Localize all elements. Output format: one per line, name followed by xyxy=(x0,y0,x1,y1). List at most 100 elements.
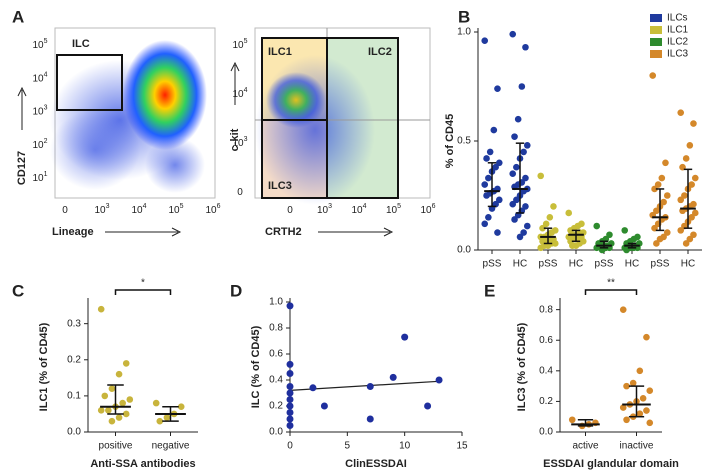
x-axis-label: ClinESSDAI xyxy=(345,458,407,470)
data-point xyxy=(651,185,658,193)
data-point xyxy=(119,399,126,407)
data-point xyxy=(286,396,294,403)
data-point xyxy=(663,192,671,199)
data-point xyxy=(523,222,531,230)
data-point xyxy=(677,227,685,234)
x-tick-label: positive xyxy=(99,441,133,452)
data-point xyxy=(101,392,109,400)
tick-exponent: 1 xyxy=(44,171,48,178)
x-axis-label: ESSDAI glandular domain xyxy=(543,458,679,470)
data-point xyxy=(539,224,546,232)
dot-cloud xyxy=(266,72,326,128)
x-axis-label: Lineage xyxy=(52,226,94,238)
data-point xyxy=(286,302,294,310)
data-point xyxy=(495,196,503,204)
x-tick-label: 104 xyxy=(131,203,146,216)
gate-label: ILC1 xyxy=(268,46,292,58)
data-point xyxy=(619,306,627,313)
data-point xyxy=(366,383,374,390)
data-point xyxy=(286,402,294,410)
data-point xyxy=(542,220,550,228)
tick-base: 10 xyxy=(32,139,44,150)
tick-exponent: 4 xyxy=(244,87,248,94)
data-point xyxy=(662,159,669,167)
data-point xyxy=(366,415,374,423)
data-point xyxy=(568,416,576,424)
legend-label: ILC1 xyxy=(667,25,689,36)
data-point xyxy=(152,399,160,407)
tick-exponent: 6 xyxy=(217,203,221,210)
data-point xyxy=(163,414,171,421)
arrow-head xyxy=(17,86,27,97)
data-point xyxy=(682,155,690,162)
data-point xyxy=(522,203,529,210)
data-point xyxy=(686,235,694,243)
x-tick-label: 103 xyxy=(94,203,109,216)
data-point xyxy=(495,159,503,167)
data-point xyxy=(550,203,557,210)
x-tick-label: 106 xyxy=(420,203,435,216)
x-tick-label: 0 xyxy=(287,441,293,452)
data-point xyxy=(514,115,522,123)
data-point xyxy=(639,395,647,402)
data-point xyxy=(565,209,573,217)
data-point xyxy=(177,403,185,411)
data-point xyxy=(486,148,494,156)
x-tick-label: 15 xyxy=(456,441,468,452)
data-point xyxy=(105,407,112,414)
data-point xyxy=(516,233,524,241)
y-tick-label: 0.8 xyxy=(269,323,283,334)
data-point xyxy=(646,387,654,395)
y-tick-label: 0.0 xyxy=(67,427,81,438)
y-tick-label: 0.8 xyxy=(539,304,553,315)
significance-bracket xyxy=(584,289,638,295)
data-point xyxy=(518,83,526,90)
significance-label: ** xyxy=(607,278,615,289)
significance-label: * xyxy=(141,278,145,289)
panel-label: A xyxy=(12,7,24,26)
tick-exponent: 5 xyxy=(44,38,48,45)
tick-base: 10 xyxy=(32,40,44,51)
gate xyxy=(261,119,328,199)
data-point xyxy=(653,207,660,215)
x-tick-label: HC xyxy=(681,259,695,270)
x-tick-label: 5 xyxy=(345,441,351,452)
y-tick-label: 1.0 xyxy=(457,27,471,38)
x-tick-label: HC xyxy=(569,259,583,270)
data-point xyxy=(606,231,613,239)
tick-base: 10 xyxy=(232,40,244,51)
data-point xyxy=(691,209,699,217)
data-point xyxy=(286,422,294,429)
data-point xyxy=(691,174,699,182)
y-tick-label: 0.2 xyxy=(269,401,283,412)
data-point xyxy=(481,220,489,228)
y-tick-label: 101 xyxy=(32,171,47,184)
y-tick-label: 0.4 xyxy=(269,375,283,386)
tick-exponent: 4 xyxy=(363,203,367,210)
arrow-head xyxy=(171,227,182,237)
x-tick-label: pSS xyxy=(539,259,558,270)
dot-cloud xyxy=(145,137,205,193)
legend-label: ILCs xyxy=(667,13,688,24)
data-point xyxy=(108,417,116,425)
data-point xyxy=(677,109,685,116)
tick-base: 10 xyxy=(420,205,432,216)
x-tick-label: pSS xyxy=(595,259,614,270)
data-point xyxy=(122,410,130,418)
dot-cloud xyxy=(50,110,140,190)
data-point xyxy=(653,240,660,247)
significance-bracket xyxy=(114,289,172,295)
y-axis-label: % of CD45 xyxy=(444,114,456,168)
data-point xyxy=(485,214,492,221)
data-point xyxy=(424,402,432,410)
data-point xyxy=(658,174,666,182)
y-axis-label: c-kit xyxy=(229,128,241,151)
y-tick-label: 0.0 xyxy=(269,427,283,438)
panel-label: B xyxy=(458,7,470,26)
data-point xyxy=(537,244,545,252)
data-point xyxy=(511,133,518,140)
data-point xyxy=(688,214,695,221)
y-axis-label: CD127 xyxy=(16,151,28,185)
